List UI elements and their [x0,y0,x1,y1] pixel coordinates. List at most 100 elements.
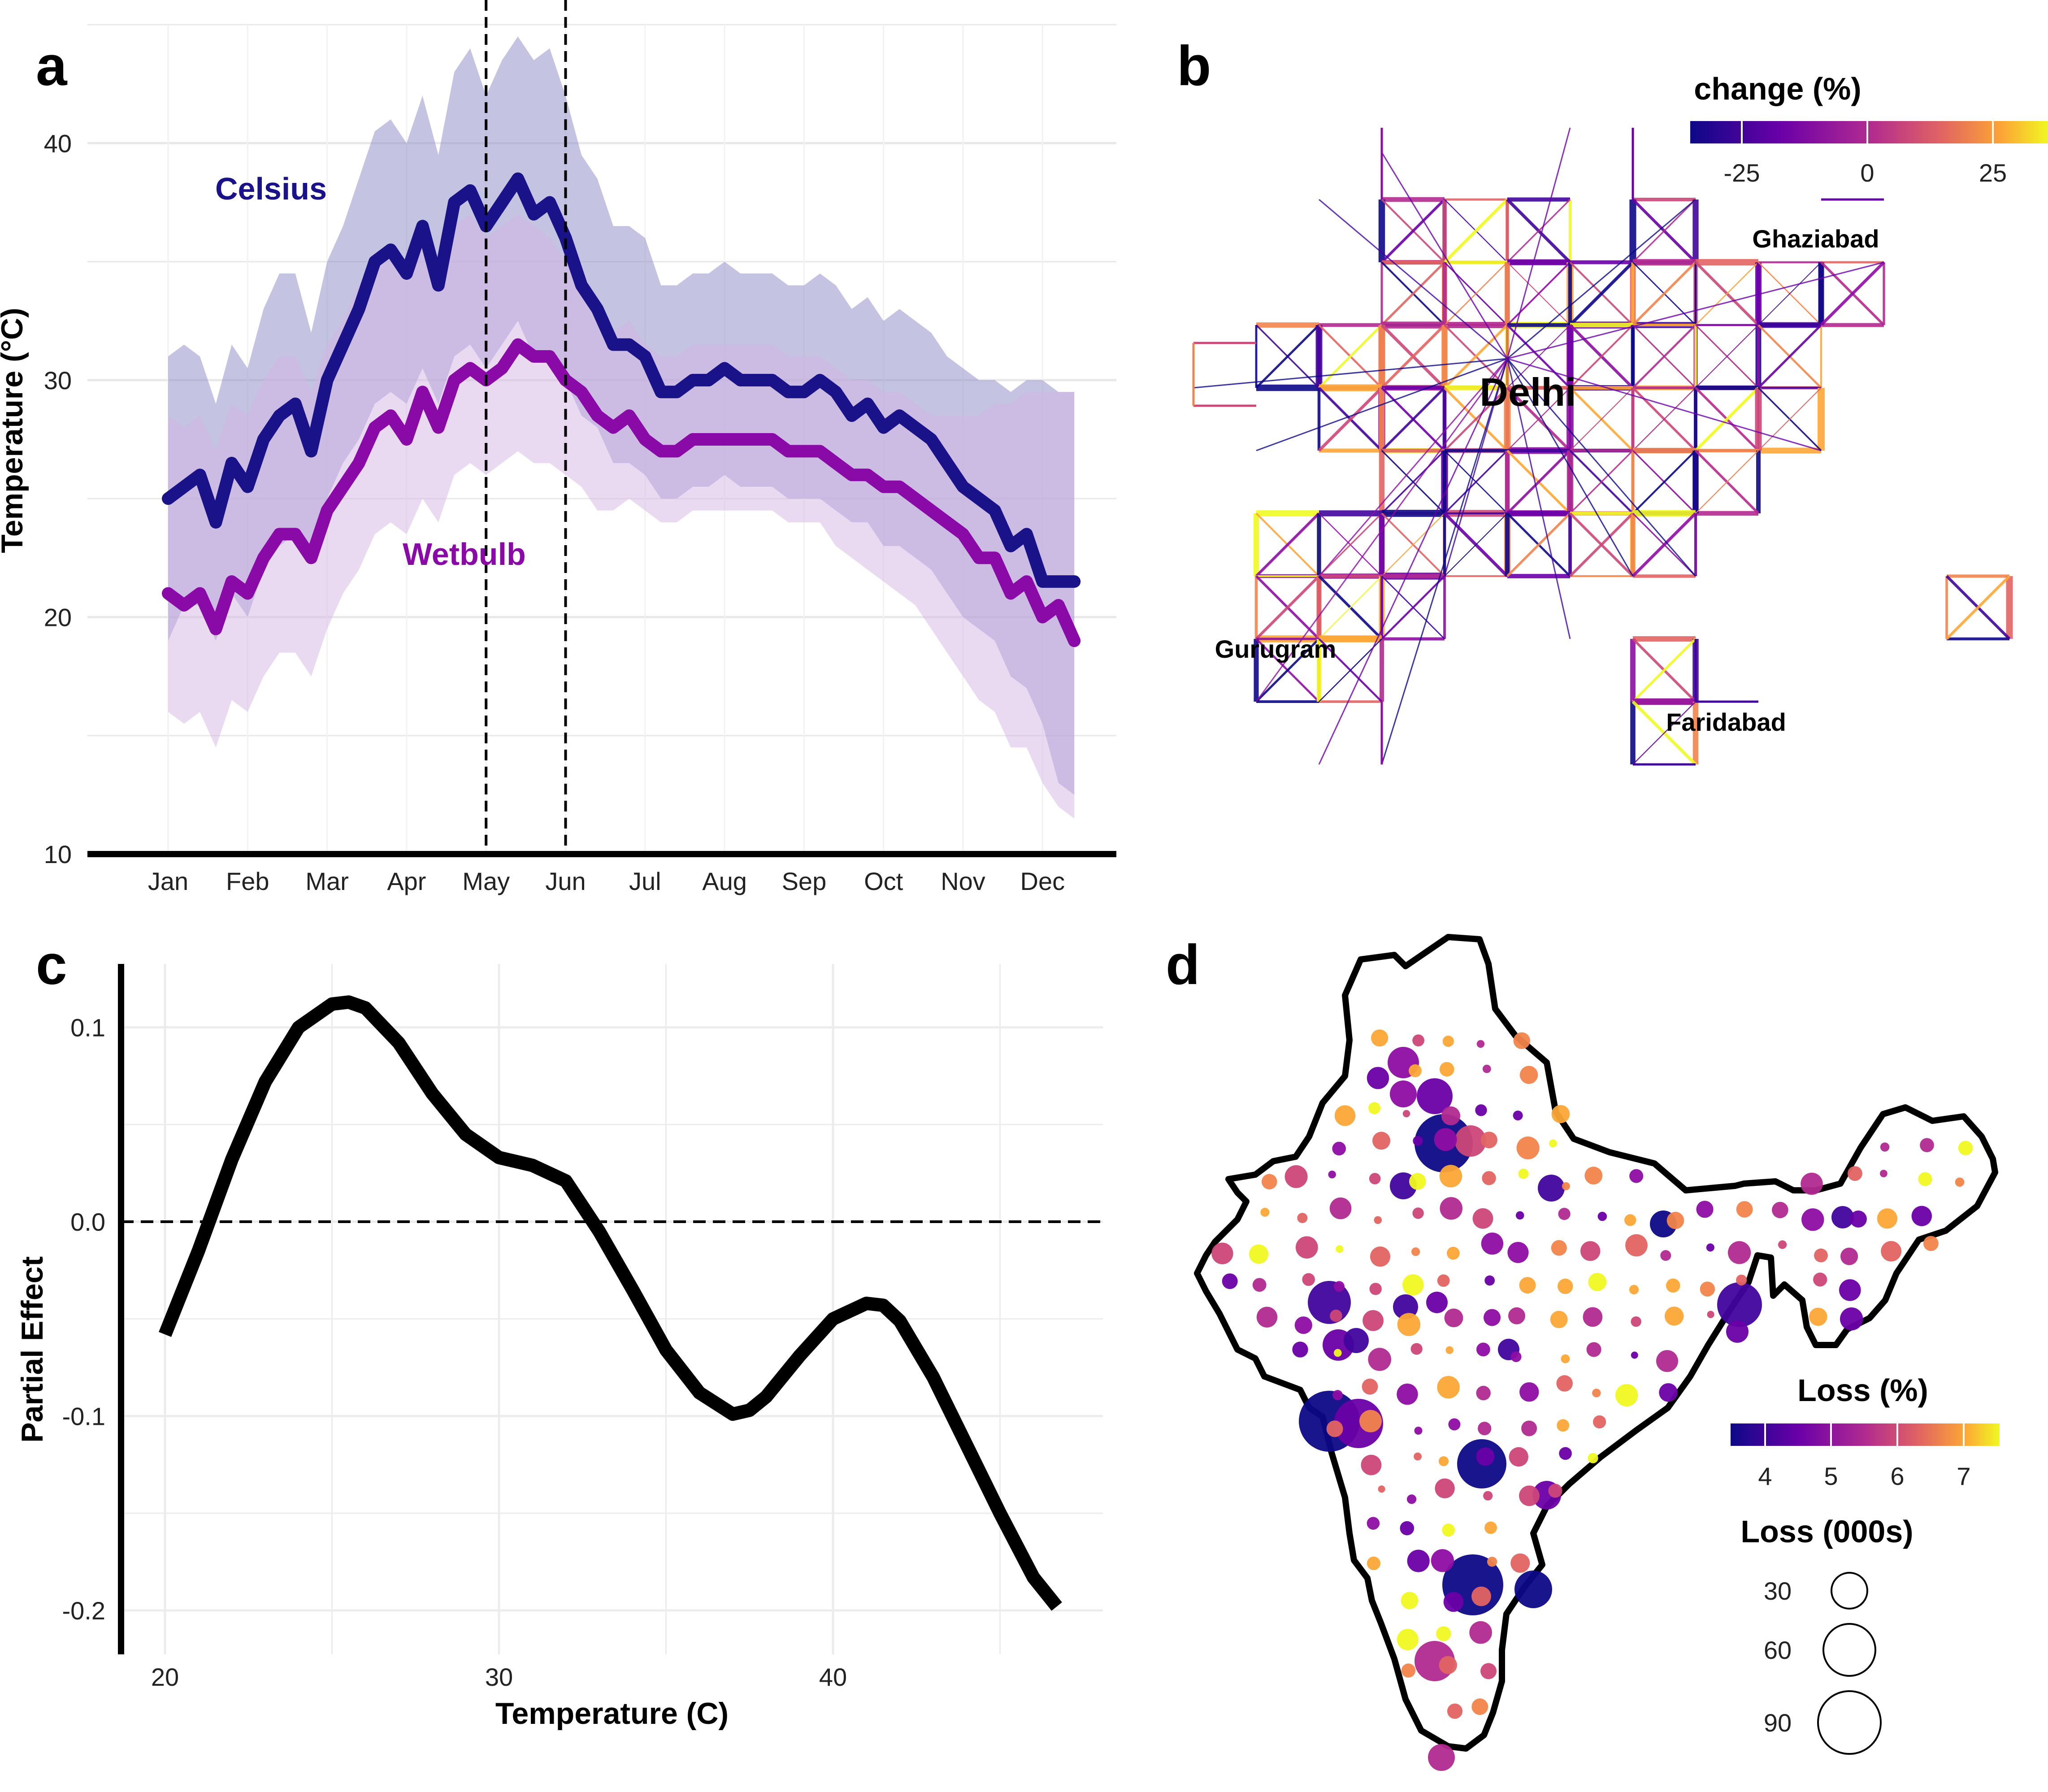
road-segment [1632,324,1697,389]
road-segment [1631,512,1697,577]
loss-bubble [1334,1349,1342,1357]
loss-bubble [1880,1170,1887,1177]
loss-bubble [1440,1197,1463,1220]
loss-bubble [1558,1208,1571,1220]
loss-bubble [1442,1035,1454,1047]
loss-bubble [1624,1214,1636,1226]
loss-bubble [1482,1064,1491,1073]
loss-bubble [1362,1378,1378,1395]
loss-bubble [1401,1592,1419,1610]
panel-letter-a: a [36,35,68,97]
loss-bubble [1664,1306,1684,1326]
road-segment [1695,325,1759,388]
loss-bubble [1326,1420,1343,1437]
loss-bubble [1410,1343,1423,1355]
loss-bubble [1439,1165,1462,1188]
x-tick-label: Jan [148,867,188,895]
loss-bubble [1334,1281,1345,1292]
city-label-gurugram: Gurugram [1215,635,1336,663]
loss-bubble [1412,1207,1424,1219]
loss-bubble [1707,1310,1714,1318]
loss-bubble [1586,1342,1601,1357]
loss-bubble [1407,1494,1417,1504]
road-segment [1444,387,1508,451]
y-tick-label: 0.1 [70,1014,105,1042]
road-segment [1318,386,1383,452]
road-segment [1695,262,1759,325]
loss-bubble [1519,1382,1539,1402]
colorbar-change [1690,121,2048,143]
loss-bubble [1476,1342,1490,1357]
loss-bubble [1431,1549,1454,1572]
loss-bubble [1831,1206,1854,1228]
x-tick-label: Jul [629,867,661,895]
loss-bubble [1484,1309,1501,1326]
loss-bubble [1481,1232,1504,1255]
loss-bubble [1881,1241,1901,1262]
loss-bubble [1437,1376,1460,1399]
loss-bubble [1557,1419,1570,1432]
road-segment [1193,358,1508,389]
loss-bubble [1372,1132,1390,1150]
loss-bubble [1726,1320,1749,1343]
loss-bubble [1475,1104,1487,1116]
road-segment [1256,358,1508,451]
loss-bubble [1593,1415,1606,1429]
road-segment [1632,450,1697,514]
loss-bubble [1368,1102,1381,1115]
loss-bubble [1476,1447,1495,1466]
road-segment [1506,199,1571,263]
panel-letter-c: c [36,934,67,996]
road-segment [1506,261,1571,326]
loss-bubble [1252,1278,1267,1292]
loss-bubble [1480,1663,1497,1679]
loss-bubble [1656,1350,1678,1372]
road-segment [1758,387,1822,451]
colorbar-tick-label: 4 [1758,1462,1772,1490]
loss-bubble [1294,1316,1312,1334]
loss-bubble [1519,1066,1538,1084]
panel-b-network-map: b change (%) -25 0 25 Delhi Ghaziabad Gu… [1177,35,2048,766]
y-tick-label: 0.0 [70,1208,105,1236]
loss-bubble [1472,1208,1493,1229]
loss-bubble [1402,1274,1424,1296]
road-segment [1632,261,1697,326]
loss-bubble [1548,1484,1562,1498]
x-tick-label: Dec [1020,867,1065,895]
road-segment [1632,199,1697,263]
loss-bubble [1397,1384,1418,1405]
loss-bubble [1736,1275,1747,1286]
loss-bubble [1417,1078,1453,1114]
loss-bubble [1588,1273,1607,1291]
loss-bubble [1958,1141,1973,1155]
legend-title-change: change (%) [1694,71,1861,106]
x-axis-title: Temperature (C) [495,1697,729,1731]
loss-bubble [1484,1275,1495,1286]
road-segment [1381,513,1445,577]
loss-bubble [1631,1316,1641,1327]
loss-bubble [1736,1201,1753,1218]
size-legend-circle [1822,1623,1876,1677]
road-segment [1381,450,1445,514]
road-segment [1506,358,1697,577]
loss-bubble [1393,1294,1418,1319]
road-segment [1381,575,1445,640]
y-tick-label: -0.2 [62,1597,106,1625]
loss-bubble [1561,1354,1570,1363]
loss-bubble [1414,1427,1423,1435]
x-tick-label: Jun [545,867,586,895]
loss-bubble [1484,1521,1497,1534]
loss-bubble [1631,1351,1638,1359]
loss-bubble [1700,1281,1715,1297]
road-segment [1506,127,1571,359]
colorbar-tick-label: 7 [1957,1462,1970,1490]
loss-bubble [1476,1386,1491,1401]
loss-bubble [1328,1171,1336,1179]
loss-bubble [1562,1182,1570,1190]
loss-bubble [1538,1175,1565,1202]
road-segment [1380,198,1446,264]
x-tick-label: Mar [305,867,348,895]
loss-bubble [1597,1211,1607,1221]
loss-bubble [1471,1698,1488,1715]
loss-bubble [1584,1167,1603,1185]
